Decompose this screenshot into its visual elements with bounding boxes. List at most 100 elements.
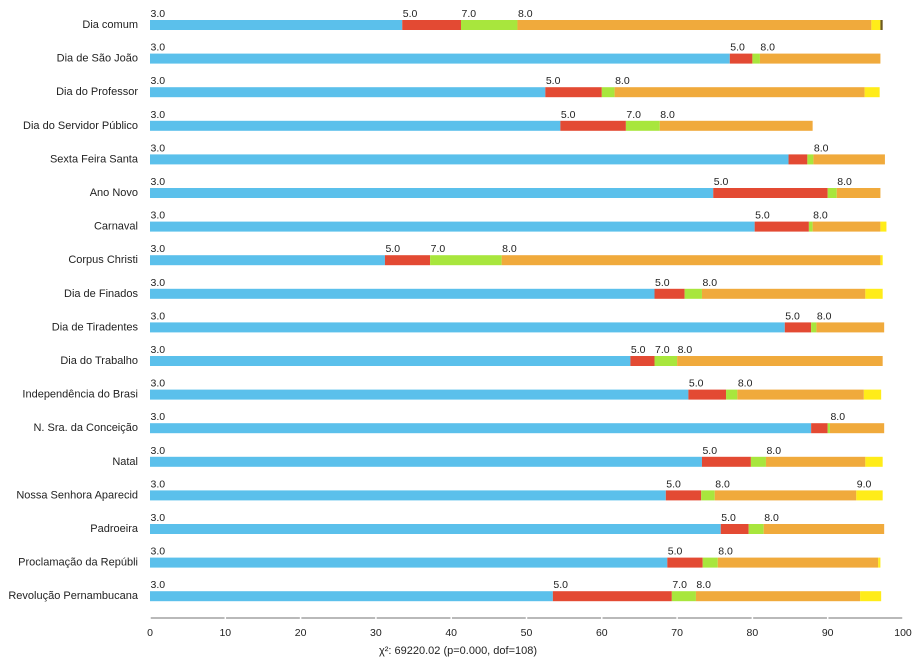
segment-label: 5.0 [631, 344, 646, 356]
segment-label: 3.0 [151, 512, 166, 524]
category-label: Proclamação da Repúbli [18, 557, 138, 569]
bar-segment-9-0 [863, 389, 882, 400]
bar-segment-3-0 [150, 255, 385, 266]
bar-segment-5-0 [729, 53, 753, 64]
segment-label: 8.0 [702, 277, 717, 289]
category-label: Sexta Feira Santa [50, 153, 139, 165]
bar-segment-9-0 [865, 456, 883, 467]
bar-segment-3-0 [150, 524, 721, 534]
bar-segment-3-0 [150, 221, 755, 232]
bar-segment-8-0 [836, 188, 881, 198]
category-label: Padroeira [90, 523, 139, 535]
segment-label: 5.0 [561, 109, 576, 121]
bar-segment-8-0 [812, 221, 881, 232]
x-tick-label: 70 [671, 627, 683, 639]
segment-label: 8.0 [814, 142, 829, 154]
segment-label: 3.0 [151, 579, 166, 591]
bar-segment-3-0 [150, 591, 553, 602]
x-tick-label: 30 [370, 627, 382, 639]
segment-label: 3.0 [151, 546, 166, 558]
segment-label: 8.0 [837, 176, 852, 188]
x-tick-label: 80 [747, 627, 759, 639]
bar-segment-7-0 [671, 591, 696, 602]
segment-label: 7.0 [431, 243, 446, 255]
category-labels: Dia comum Dia de São João Dia do Professor… [8, 19, 139, 602]
bar-segment-7-0 [460, 20, 518, 30]
bar-segment-7-0 [808, 221, 813, 232]
bar-segment-7-0 [702, 557, 718, 568]
segment-label: 7.0 [626, 109, 641, 121]
bar-segment-9-0 [878, 557, 881, 568]
segment-label: 7.0 [461, 8, 476, 20]
bar-segment-5-0 [688, 389, 727, 400]
segment-label: 5.0 [714, 176, 729, 188]
bar-segment-9-0 [880, 221, 887, 232]
bar-segment-3-0 [150, 389, 689, 400]
segment-label: 3.0 [151, 243, 166, 255]
category-label: Natal [112, 456, 138, 468]
segment-label: 3.0 [151, 210, 166, 222]
segment-label: 5.0 [668, 546, 683, 558]
bar-segment-8-0 [614, 87, 865, 98]
bar-segment-3-0 [150, 53, 730, 64]
segment-label: 5.0 [785, 310, 800, 322]
bar-segment-3-0 [150, 288, 655, 299]
segment-label: 3.0 [151, 75, 166, 87]
segment-label: 8.0 [715, 478, 730, 490]
segment-label: 5.0 [655, 277, 670, 289]
bar-segment-3-0 [150, 188, 714, 198]
bar-segment-3-0 [150, 154, 789, 165]
bar-segment-5-0 [552, 591, 672, 602]
segment-label: 8.0 [660, 109, 675, 121]
segment-label: 8.0 [813, 210, 828, 222]
bar-segment-5-0 [784, 322, 812, 333]
bar-segment-7-0 [430, 255, 502, 266]
bar-segment-9-0 [865, 288, 883, 299]
segment-label: 5.0 [755, 210, 770, 222]
bar-segment-7-0 [701, 490, 715, 501]
bar-segment-3-0 [150, 456, 702, 467]
bar-segment-5-0 [560, 120, 626, 131]
bar-segment-8-0 [816, 322, 885, 333]
bar-segment-8-0 [501, 255, 881, 266]
segment-label: 3.0 [151, 445, 166, 457]
segment-label: 3.0 [151, 8, 166, 20]
bar-segment-3-0 [150, 423, 812, 434]
bar-segment-8-0 [765, 456, 866, 467]
bar-segment-7-0 [684, 288, 702, 299]
segment-label: 5.0 [403, 8, 418, 20]
segment-label: 3.0 [151, 411, 166, 423]
bar-segment-7-0 [750, 456, 766, 467]
bar-segment-8-0 [659, 120, 813, 131]
bar-segment-5-0 [545, 87, 602, 98]
segment-label: 8.0 [502, 243, 517, 255]
segment-label: 8.0 [718, 546, 733, 558]
category-label: Revolução Pernambucana [8, 590, 139, 602]
x-tick-label: 0 [147, 627, 153, 639]
x-axis: 0 10 20 30 40 50 60 70 80 90 100 [147, 614, 912, 639]
bars-layer: 3.0 5.0 7.0 8.0 3.0 5.0 8.0 3.0 5.0 8.0 3.0 5.0 7.0 8… [150, 8, 887, 602]
segment-label: 8.0 [760, 42, 775, 54]
segment-label: 5.0 [730, 42, 745, 54]
segment-label: 8.0 [696, 579, 711, 591]
category-label: Independência do Brasi [22, 389, 138, 401]
segment-label: 8.0 [518, 8, 533, 20]
bar-segment-5-0 [654, 288, 685, 299]
category-label: Dia do Servidor Público [23, 120, 138, 132]
segment-label: 8.0 [766, 445, 781, 457]
segment-label: 8.0 [817, 310, 832, 322]
category-label: Carnaval [94, 221, 138, 233]
category-label: N. Sra. da Conceição [33, 422, 138, 434]
bar-segment-7-0 [625, 120, 660, 131]
chi-square-statistic: χ²: 69220.02 (p=0.000, dof=108) [379, 645, 537, 657]
bar-segment-9-0 [871, 20, 881, 30]
bar-segment-5-0 [713, 188, 828, 198]
segment-label: 3.0 [151, 109, 166, 121]
segment-label: 8.0 [738, 378, 753, 390]
segment-label: 7.0 [655, 344, 670, 356]
segment-label: 5.0 [689, 378, 704, 390]
bar-segment-7-0 [748, 524, 764, 534]
segment-label: 7.0 [672, 579, 687, 591]
category-label: Dia comum [82, 19, 138, 31]
bar-segment-3-0 [150, 87, 546, 98]
